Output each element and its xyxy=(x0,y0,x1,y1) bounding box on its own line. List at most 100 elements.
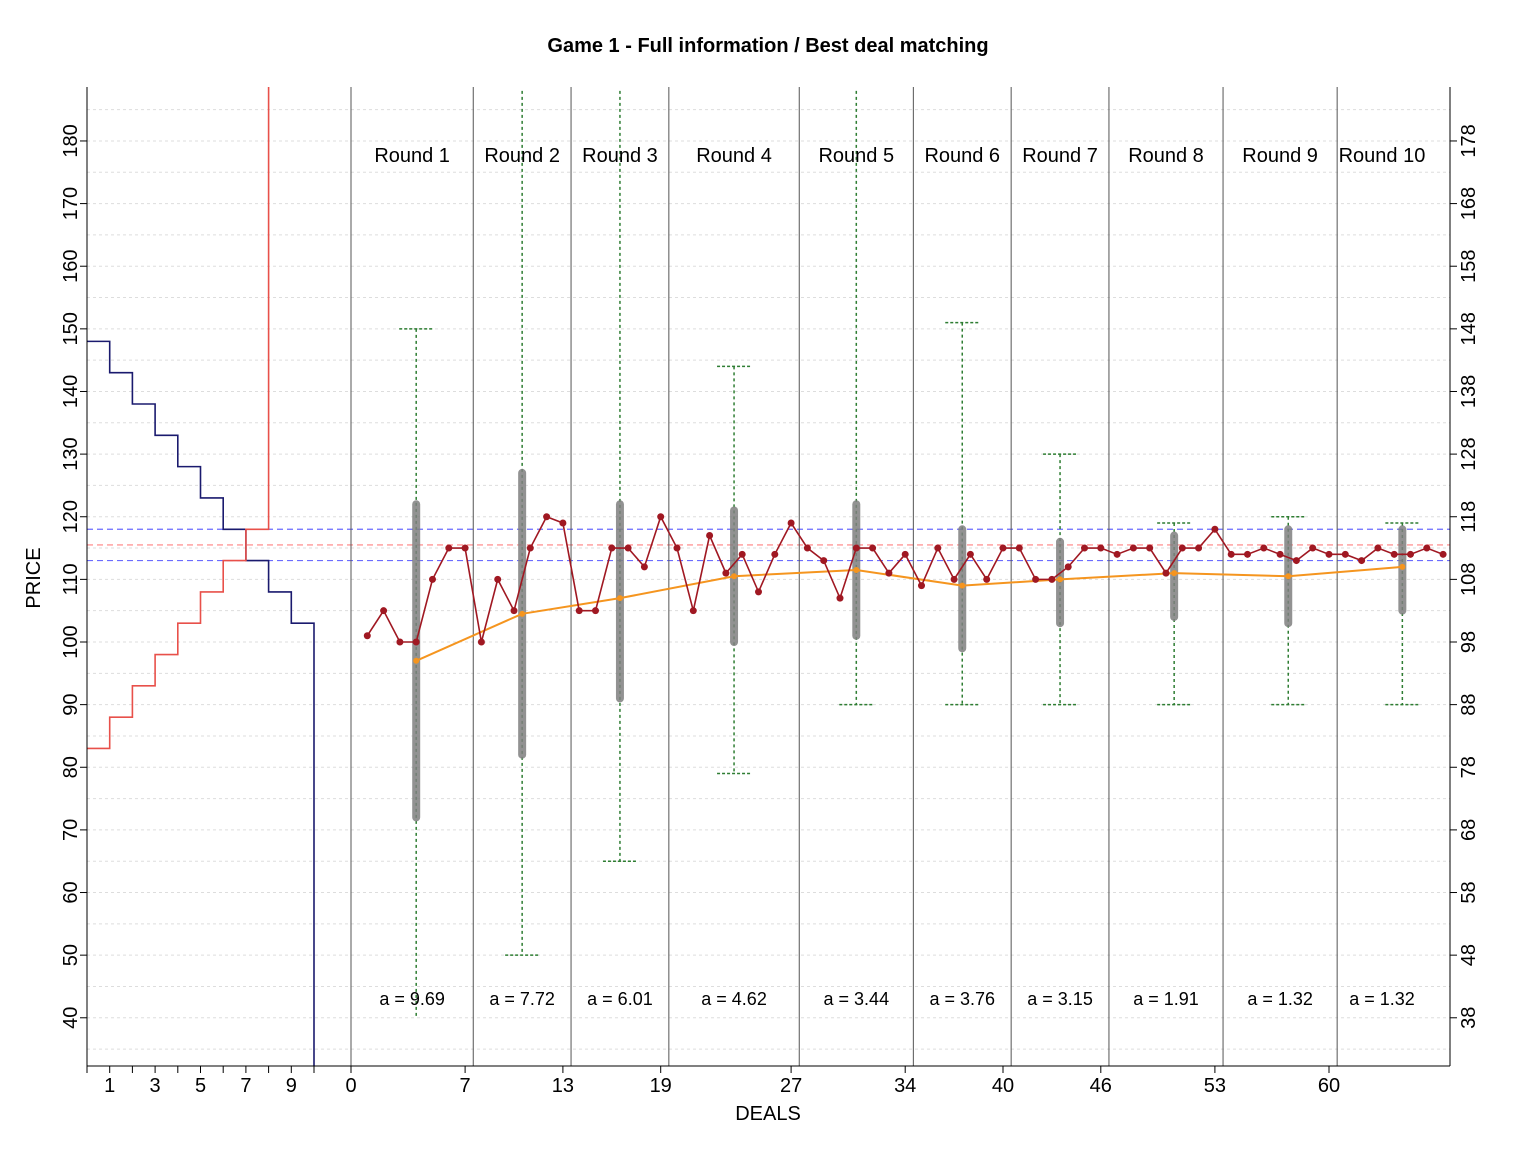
deal-x-tick-label: 19 xyxy=(650,1075,672,1097)
right-y-tick-label: 118 xyxy=(1458,501,1480,533)
deal-price-point xyxy=(624,544,632,552)
mean-point xyxy=(1171,570,1178,577)
deal-price-point xyxy=(477,638,485,646)
deal-x-tick-label: 60 xyxy=(1318,1075,1340,1097)
deal-x-tick-label: 27 xyxy=(780,1075,802,1097)
right-y-tick-label: 98 xyxy=(1458,631,1480,653)
supply-curve xyxy=(87,87,270,750)
right-y-tick-label: 38 xyxy=(1458,1007,1480,1029)
round-labels: Round 1 a = 9.69 Round 2 a = 7.72 Round 3 a =… xyxy=(374,145,1425,1009)
axes: 4050607080901001101201301401501601701803… xyxy=(60,87,1480,1097)
supply-demand-curves xyxy=(87,87,315,1066)
deal-price-point xyxy=(592,607,599,615)
unit-x-tick-label: 9 xyxy=(286,1075,297,1097)
left-y-tick-label: 120 xyxy=(60,500,82,533)
left-y-tick-label: 80 xyxy=(60,756,82,778)
deal-x-tick-label: 13 xyxy=(552,1075,574,1097)
deal-price-point xyxy=(1032,575,1040,583)
deal-price-point xyxy=(494,575,502,583)
deal-price-point xyxy=(608,544,616,552)
deal-price-point xyxy=(1064,563,1072,571)
mean-point xyxy=(616,595,623,602)
deal-price-point xyxy=(1390,550,1398,558)
deal-price-point xyxy=(380,607,388,615)
round-a-label: a = 1.32 xyxy=(1349,989,1415,1009)
left-y-tick-label: 110 xyxy=(60,563,82,595)
deal-price-point xyxy=(1423,544,1431,552)
mean-point xyxy=(731,573,738,580)
deal-price-point xyxy=(1244,550,1251,558)
deal-price-point xyxy=(950,575,958,583)
round-whiskers xyxy=(399,90,1420,1018)
deal-price-point xyxy=(1097,544,1105,552)
round-mean-line xyxy=(413,563,1406,664)
left-y-tick-label: 100 xyxy=(60,625,82,658)
right-y-tick-label: 168 xyxy=(1458,187,1480,220)
deal-price-point xyxy=(1081,544,1088,552)
x-axis-label: DEALS xyxy=(735,1103,801,1125)
deal-price-point xyxy=(901,550,909,558)
deal-price-point xyxy=(1260,544,1268,552)
deal-price-point xyxy=(852,544,860,552)
deal-price-point xyxy=(966,550,974,558)
right-y-tick-label: 158 xyxy=(1458,250,1480,283)
round-label: Round 7 xyxy=(1022,145,1098,167)
deal-price-point xyxy=(673,544,681,552)
round-label: Round 4 xyxy=(696,145,772,167)
chart-title: Game 1 - Full information / Best deal ma… xyxy=(547,35,988,57)
round-label: Round 9 xyxy=(1242,145,1318,167)
right-y-tick-label: 48 xyxy=(1458,944,1480,966)
left-y-tick-label: 130 xyxy=(60,437,82,470)
deal-price-point xyxy=(526,544,534,552)
deal-x-tick-label: 46 xyxy=(1090,1075,1112,1097)
deal-price-point xyxy=(1341,550,1349,558)
deal-price-point xyxy=(1129,544,1137,552)
deal-price-point xyxy=(1048,575,1056,583)
round-a-label: a = 1.32 xyxy=(1247,989,1313,1009)
left-y-tick-label: 140 xyxy=(60,375,82,408)
deal-price-point xyxy=(1292,557,1300,565)
deal-x-tick-label: 53 xyxy=(1204,1075,1226,1097)
mean-point xyxy=(1057,576,1064,583)
deal-price-point xyxy=(836,594,844,602)
right-y-tick-label: 178 xyxy=(1458,124,1480,157)
deal-price-point xyxy=(934,544,942,552)
deal-price-point xyxy=(657,513,665,521)
unit-x-tick-label: 5 xyxy=(195,1075,206,1097)
mean-point xyxy=(519,610,526,617)
round-label: Round 5 xyxy=(818,145,894,167)
round-a-label: a = 7.72 xyxy=(489,989,555,1009)
deal-price-point xyxy=(1407,550,1414,558)
deal-price-point xyxy=(559,519,567,527)
deal-price-point xyxy=(461,544,469,552)
round-a-label: a = 9.69 xyxy=(379,989,445,1009)
deal-price-point xyxy=(412,638,420,646)
left-y-tick-label: 50 xyxy=(60,944,82,966)
deal-price-point xyxy=(1439,550,1447,558)
deal-price-point xyxy=(820,557,828,565)
mean-line xyxy=(415,565,1403,662)
mean-point xyxy=(853,566,860,573)
left-y-tick-label: 40 xyxy=(60,1007,82,1029)
deal-price-point xyxy=(396,638,404,646)
unit-x-tick-label: 7 xyxy=(240,1075,251,1097)
right-y-tick-label: 148 xyxy=(1458,312,1480,345)
round-label: Round 10 xyxy=(1339,145,1426,167)
deal-price-point xyxy=(1276,550,1284,558)
deal-price-point xyxy=(1309,544,1317,552)
deal-price-point xyxy=(722,569,730,577)
deal-price-point xyxy=(429,575,436,583)
deal-price-point xyxy=(445,544,453,552)
deal-price-point xyxy=(999,544,1007,552)
deal-x-tick-label: 0 xyxy=(345,1075,356,1097)
deal-price-point xyxy=(885,569,893,577)
deal-price-point xyxy=(1374,544,1382,552)
deal-price-point xyxy=(706,532,714,540)
right-y-tick-label: 138 xyxy=(1458,375,1480,408)
deal-price-point xyxy=(787,519,795,527)
deal-price-point xyxy=(771,550,779,558)
left-y-tick-label: 70 xyxy=(60,819,82,841)
unit-x-tick-label: 3 xyxy=(150,1075,161,1097)
right-y-tick-label: 128 xyxy=(1458,437,1480,470)
round-label: Round 8 xyxy=(1128,145,1204,167)
